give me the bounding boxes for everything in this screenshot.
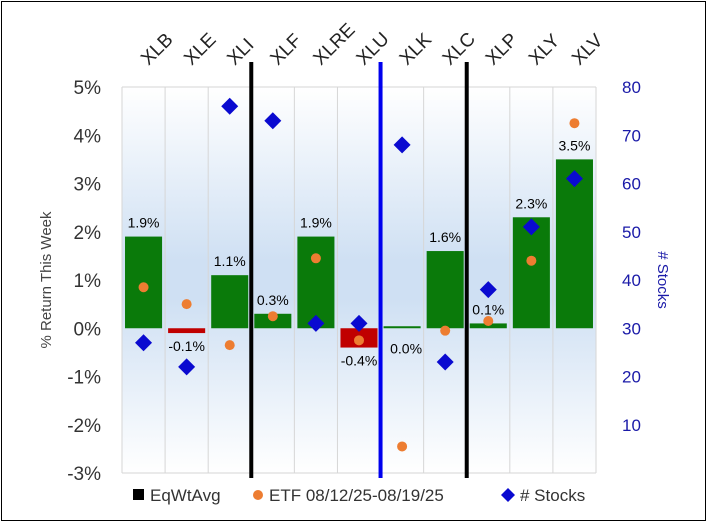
data-label-xlre: 1.9% [300,215,332,231]
etf-point-xlre [310,253,321,264]
y-tick-label: 4% [74,126,102,147]
y-tick-label: -2% [67,416,101,437]
y2-tick-label: 30 [622,319,641,338]
y-tick-label: 1% [74,271,102,292]
legend: EqWtAvg ETF 08/12/25-08/19/25 # Stocks [133,486,585,505]
category-label-xlb: XLB [137,29,177,69]
bar-xlc [426,251,464,329]
legend-etf-swatch [253,490,263,500]
y2-tick-label: 10 [622,416,641,435]
bar-xli [211,275,249,329]
stocks-point-xli [221,97,239,115]
category-label-xlre: XLRE [310,20,360,70]
etf-point-xlp [483,316,494,327]
stocks-point-xlre [307,314,325,332]
category-label-xly: XLY [525,30,564,69]
y2-axis-title: # Stocks [654,251,671,309]
data-label-xlf: 0.3% [257,292,289,308]
etf-point-xlf [267,311,278,322]
y-tick-label: 5% [74,78,102,99]
category-label-xlp: XLP [482,29,522,69]
legend-eqwt-swatch [133,489,144,500]
stocks-point-xly [522,218,540,236]
y2-tick-label: 60 [622,175,641,194]
bar-xlre [297,236,335,329]
data-label-xlp: 0.1% [472,301,504,317]
category-label-xlv: XLV [568,30,607,69]
y-tick-label: 0% [74,319,102,340]
stocks-point-xlv [565,170,583,188]
etf-point-xlu [354,335,364,346]
y2-tick-label: 70 [622,126,641,145]
data-label-xlu: -0.4% [341,353,378,369]
etf-point-xlc [440,325,451,336]
category-label-xlc: XLC [439,29,480,70]
stocks-point-xlb [135,334,153,352]
category-label-xle: XLE [180,29,220,69]
data-label-xlc: 1.6% [429,229,461,245]
stocks-point-xle [178,358,196,376]
y-axis-title: % Return This Week [38,211,55,348]
category-label-xlf: XLF [267,30,306,69]
y2-tick-label: 20 [622,368,641,387]
y-tick-label: 2% [74,223,102,244]
etf-point-xle [181,299,192,310]
legend-eqwt-label: EqWtAvg [150,486,221,505]
bar-xle [168,328,206,334]
data-label-xlb: 1.9% [128,215,160,231]
legend-etf-label: ETF 08/12/25-08/19/25 [269,486,444,505]
data-label-xle: -0.1% [168,338,205,354]
etf-point-xly [526,255,537,266]
data-label-xly: 2.3% [515,195,547,211]
data-label-xli: 1.1% [214,253,246,269]
stocks-point-xlf [264,112,282,130]
data-label-xlk: 0.0% [390,340,422,356]
y2-tick-label: 40 [622,271,641,290]
legend-stocks-label: # Stocks [520,486,585,505]
y-tick-label: -1% [67,368,101,389]
legend-stocks-swatch [501,488,515,502]
etf-point-xlb [138,282,149,293]
etf-point-xli [224,340,235,351]
data-label-xlv: 3.5% [558,137,590,153]
stocks-point-xlp [479,281,497,299]
bar-xlv [555,159,593,329]
bar-xly [512,217,550,329]
etf-point-xlk [397,441,408,452]
bar-xlk [383,326,421,329]
stocks-point-xlk [393,136,411,154]
category-label-xlk: XLK [396,29,436,69]
y2-tick-label: 80 [622,78,641,97]
y2-tick-label: 50 [622,223,641,242]
stocks-point-xlc [436,353,454,371]
y-tick-label: 3% [74,175,102,196]
etf-point-xlv [569,118,580,129]
y-tick-label: -3% [67,464,101,485]
stocks-point-xlu [350,314,368,332]
